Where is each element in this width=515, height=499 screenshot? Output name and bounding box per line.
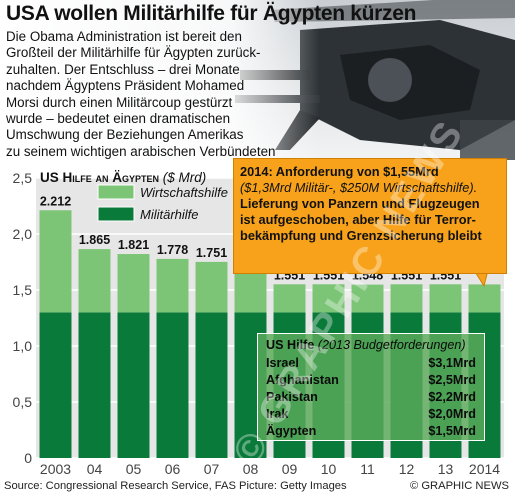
bar-military [195, 312, 228, 458]
intro-line: Die Obama Administration ist bereit den [6, 29, 242, 44]
aid-country: Ägypten [266, 424, 317, 438]
y-tick-label: 1,0 [13, 338, 33, 354]
x-tick-label: 10 [321, 461, 337, 477]
y-tick-label: 2,5 [13, 170, 33, 186]
callout-line: ($1,3Mrd Militär-, $250M Wirtschaftshilf… [240, 180, 478, 195]
aid-row: Irak $2,0Mrd [266, 406, 476, 423]
bar-economic [312, 284, 345, 313]
bar-economic [273, 284, 306, 313]
aid-amount: $1,5Mrd [428, 424, 476, 438]
aid-row: Ägypten $1,5Mrd [266, 423, 476, 440]
bar-economic [390, 284, 423, 313]
aid-country: Afghanistan [266, 373, 339, 387]
aid-country: Irak [266, 407, 289, 421]
x-tick-label: 08 [243, 461, 259, 477]
bar-value-label: 2.212 [40, 194, 71, 208]
y-tick-label: 2,0 [13, 226, 33, 242]
x-tick-label: 2014 [469, 461, 500, 477]
x-tick-label: 11 [360, 461, 375, 477]
chart-title: US Hilfe an Ägypten ($ Mrd) [40, 170, 206, 185]
bar-value-label: 1.751 [196, 246, 227, 260]
legend-label: Wirtschaftshilfe [140, 185, 228, 200]
headline: USA wollen Militärhilfe für Ägypten kürz… [6, 2, 417, 25]
bar-economic [39, 210, 72, 313]
bar-economic [195, 261, 228, 313]
y-tick-label: 0,5 [13, 394, 33, 410]
bar-economic [429, 284, 462, 313]
copyright: © GRAPHIC NEWS [410, 480, 509, 492]
x-tick-label: 13 [438, 461, 454, 477]
intro-line: nachdem Ägyptens Präsident Mohamed [6, 78, 245, 94]
x-tick-label: 12 [399, 461, 415, 477]
aid-box-title-text: US Hilfe [266, 338, 315, 352]
aid-row: Israel $3,1Mrd [266, 355, 476, 372]
intro-text: Die Obama Administration ist bereit den … [6, 29, 306, 160]
aid-box-subtitle: (2013 Budgetforderungen) [317, 338, 466, 352]
aid-amount: $2,0Mrd [428, 407, 476, 421]
intro-line: zuhalten. Der Entschluss – drei Monate [6, 61, 240, 77]
intro-line: Umschwung der Beziehungen Amerikas [6, 127, 244, 143]
bar-economic [234, 267, 267, 313]
intro-line: zu seinem wichtigen arabischen Verbündet… [6, 143, 276, 159]
bar-economic [468, 284, 501, 313]
aid-country: Pakistan [266, 390, 318, 404]
aid-amount: $3,1Mrd [428, 356, 476, 370]
bar-economic [117, 254, 150, 313]
bar-military [156, 312, 189, 458]
x-tick-label: 04 [87, 461, 103, 477]
x-tick-label: 2003 [40, 461, 71, 477]
x-tick-label: 07 [204, 461, 220, 477]
legend-swatch [97, 184, 135, 200]
helicopter-photo [0, 0, 515, 160]
aid-row: Pakistan $2,2Mrd [266, 389, 476, 406]
bar-military [117, 312, 150, 458]
aid-row: Afghanistan $2,5Mrd [266, 372, 476, 389]
bar-economic [351, 284, 384, 313]
chart-unit: ($ Mrd) [162, 170, 207, 185]
intro-line: Morsi durch einen Militärcoup gestürzt [6, 94, 233, 110]
bar-military [39, 312, 72, 458]
source-credit: Source: Congressional Research Service, … [4, 480, 347, 492]
bar-value-label: 1.821 [118, 238, 149, 252]
aid-comparison-box: US Hilfe (2013 Budgetforderungen) Israel… [257, 333, 485, 441]
y-tick-label: 1,5 [13, 282, 33, 298]
aid-box-title: US Hilfe (2013 Budgetforderungen) [266, 338, 476, 352]
aid-amount: $2,2Mrd [428, 390, 476, 404]
bar-value-label: 1.778 [157, 243, 188, 257]
aid-country: Israel [266, 356, 299, 370]
bar-economic [78, 249, 111, 313]
callout-line: 2014: Anforderung von $1,55Mrd [240, 164, 439, 179]
x-tick-label: 06 [165, 461, 181, 477]
legend-label: Militärhilfe [140, 207, 199, 222]
y-tick-label: 0 [24, 450, 32, 466]
bar-value-label: 1.865 [79, 233, 110, 247]
bar-economic [156, 258, 189, 313]
legend-swatch [97, 206, 135, 222]
intro-line: wurde – bedeutet einen dramatischen [6, 111, 231, 127]
callout-line: ist aufgeschoben, aber Hilfe für Terror- [240, 212, 476, 227]
bar-military [78, 312, 111, 458]
callout-line: Lieferung von Panzern und Flugzeugen [240, 196, 480, 211]
x-tick-label: 09 [282, 461, 298, 477]
callout-2014: 2014: Anforderung von $1,55Mrd ($1,3Mrd … [233, 158, 507, 274]
aid-amount: $2,5Mrd [428, 373, 476, 387]
callout-line: bekämpfung und Grenzsicherung bleibt [240, 228, 482, 243]
intro-line: Großteil der Militärhilfe für Ägypten zu… [6, 45, 261, 61]
chart-title-text: US Hilfe an Ägypten [40, 170, 160, 185]
x-tick-label: 05 [126, 461, 142, 477]
